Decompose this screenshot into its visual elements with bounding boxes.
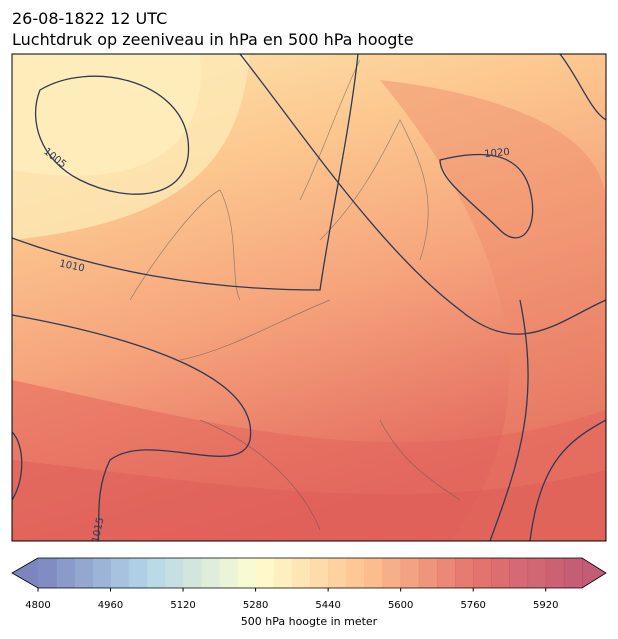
title-line-2: Luchtdruk op zeeniveau in hPa en 500 hPa… <box>12 30 414 49</box>
colorbar-tick-label: 5280 <box>243 600 268 611</box>
colorbar-segment <box>400 558 420 588</box>
colorbar-tick-label: 5600 <box>388 600 413 611</box>
colorbar-tick-label: 5920 <box>533 600 558 611</box>
colorbar-segment <box>164 558 184 588</box>
colorbar-segment <box>545 558 565 588</box>
colorbar-segment <box>128 558 148 588</box>
colorbar-tick-label: 5760 <box>460 600 485 611</box>
colorbar: 4800 4960 5120 5280 5440 5600 5760 5920 500 hPa … <box>11 557 607 628</box>
colorbar-segment <box>237 558 257 588</box>
colorbar-segment <box>146 558 166 588</box>
isobar-label: 1015 <box>90 517 106 544</box>
title-line-1: 26-08-1822 12 UTC <box>12 9 167 28</box>
colorbar-segment <box>273 558 293 588</box>
colorbar-segment <box>110 558 130 588</box>
colorbar-segment <box>219 558 238 588</box>
colorbar-tick-label: 4800 <box>25 600 50 611</box>
colorbar-tick-label: 4960 <box>98 600 123 611</box>
colorbar-segment <box>436 558 456 588</box>
colorbar-segment <box>455 558 474 588</box>
colorbar-segment <box>255 558 275 588</box>
colorbar-segment <box>364 558 384 588</box>
colorbar-label: 500 hPa hoogte in meter <box>241 615 378 628</box>
colorbar-segment <box>491 558 510 588</box>
colorbar-segment <box>328 558 347 588</box>
colorbar-segment <box>418 558 438 588</box>
colorbar-segment <box>310 558 329 588</box>
colorbar-segment <box>382 558 402 588</box>
map-frame <box>11 53 607 542</box>
isobar-label: 1010 <box>58 258 85 274</box>
colorbar-segment <box>74 558 93 588</box>
colorbar-tick-label: 5120 <box>170 600 195 611</box>
colorbar-segment <box>346 558 365 588</box>
colorbar-segment <box>201 558 220 588</box>
colorbar-segment <box>92 558 112 588</box>
colorbar-segment <box>509 558 529 588</box>
colorbar-outline <box>11 557 607 589</box>
colorbar-segment <box>56 558 75 588</box>
colorbar-extend-high <box>582 558 606 588</box>
colorbar-extend-low <box>12 558 38 588</box>
colorbar-segment <box>183 558 202 588</box>
colorbar-segment <box>291 558 311 588</box>
colorbar-segment <box>563 558 583 588</box>
colorbar-segment <box>473 558 492 588</box>
colorbar-segment <box>527 558 547 588</box>
colorbar-tick-label: 5440 <box>315 600 340 611</box>
isobar-label: 1020 <box>484 147 510 160</box>
colorbar-segment <box>38 558 57 588</box>
map <box>12 54 606 541</box>
